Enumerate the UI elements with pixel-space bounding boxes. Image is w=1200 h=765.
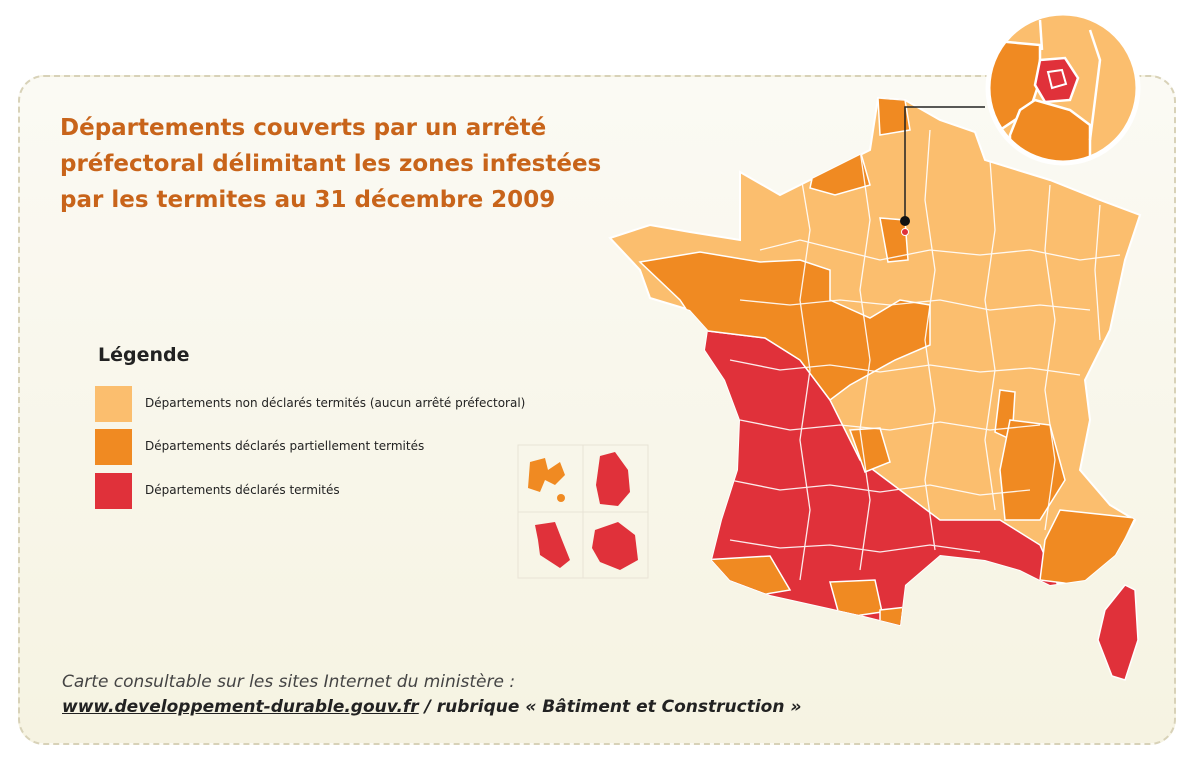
legend-label-full: Départements déclarés termités: [145, 483, 340, 497]
guadeloupe: [528, 458, 565, 492]
footer-line: www.developpement-durable.gouv.fr / rubr…: [62, 697, 801, 717]
france-mainland: [608, 96, 1142, 627]
paris-callout: [900, 106, 985, 236]
ministry-link[interactable]: www.developpement-durable.gouv.fr: [62, 697, 419, 717]
legend-label-none: Départements non déclarés termités (aucu…: [145, 396, 526, 410]
region-partial-idf: [879, 217, 909, 263]
martinique: [596, 452, 630, 506]
reunion: [592, 522, 638, 570]
region-partial-provence: [1039, 509, 1137, 586]
footer-note: Carte consultable sur les sites Internet…: [62, 672, 516, 692]
region-partial-north: [877, 98, 911, 136]
corsica: [1097, 584, 1139, 681]
region-partial-ariege: [829, 579, 883, 619]
legend-label-partial: Départements déclarés partiellement term…: [145, 439, 425, 453]
legend-title: Légende: [98, 344, 190, 366]
region-partial-centre-south: [848, 427, 891, 473]
footer-rubric: / rubrique « Bâtiment et Construction »: [418, 697, 802, 717]
region-partial-west: [638, 251, 931, 402]
legend-swatch-partial: [95, 429, 132, 465]
legend-swatch-full: [95, 473, 132, 509]
guyane: [535, 522, 570, 568]
paris-zoom-inset: [985, 10, 1141, 166]
map-title: Départements couverts par un arrêté préf…: [60, 115, 602, 213]
legend-swatch-none: [95, 386, 132, 422]
overseas-inset: [517, 444, 649, 579]
